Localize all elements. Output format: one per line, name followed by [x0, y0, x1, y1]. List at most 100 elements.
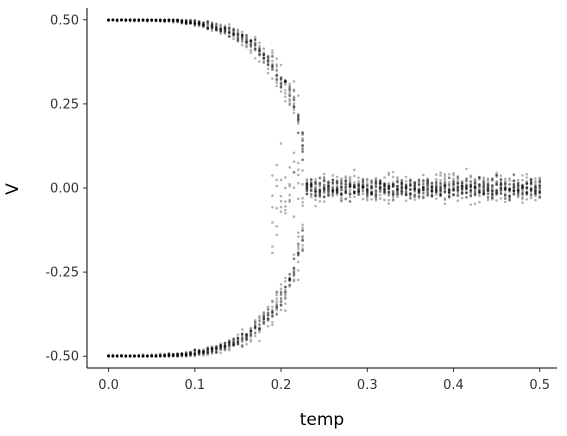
data-point	[357, 188, 360, 191]
data-point	[301, 183, 304, 186]
data-point	[258, 45, 261, 48]
data-point	[495, 193, 498, 196]
data-point	[245, 46, 248, 49]
data-point	[224, 342, 227, 345]
data-point	[444, 180, 447, 183]
data-point	[293, 151, 296, 154]
data-point	[185, 355, 188, 358]
data-point	[513, 186, 516, 189]
data-point	[469, 174, 472, 177]
data-point	[426, 194, 429, 197]
data-point	[280, 300, 283, 303]
data-point	[340, 185, 343, 188]
data-point	[517, 196, 520, 199]
data-point	[461, 185, 464, 188]
data-point	[250, 49, 253, 52]
data-point	[336, 176, 339, 179]
data-point	[396, 176, 399, 179]
data-point	[280, 200, 283, 203]
y-tick-label: -0.50	[45, 350, 79, 365]
data-point	[211, 350, 214, 353]
data-point	[284, 209, 287, 212]
data-point	[198, 23, 201, 26]
data-point	[129, 18, 132, 21]
data-point	[517, 185, 520, 188]
data-point	[280, 206, 283, 209]
data-point	[439, 179, 442, 182]
data-point	[297, 248, 300, 251]
data-point	[176, 354, 179, 357]
data-point	[405, 184, 408, 187]
data-point	[500, 189, 503, 192]
data-point	[452, 194, 455, 197]
data-point	[146, 355, 149, 358]
data-point	[323, 192, 326, 195]
data-point	[301, 244, 304, 247]
data-point	[435, 192, 438, 195]
data-point	[293, 80, 296, 83]
data-point	[198, 354, 201, 357]
data-point	[202, 24, 205, 27]
data-point	[301, 224, 304, 227]
data-point	[288, 166, 291, 169]
data-point	[448, 173, 451, 176]
data-point	[431, 185, 434, 188]
data-point	[444, 190, 447, 193]
data-point	[271, 174, 274, 177]
data-point	[245, 339, 248, 342]
data-point	[271, 324, 274, 327]
data-point	[297, 254, 300, 257]
data-point	[426, 179, 429, 182]
data-point	[301, 201, 304, 204]
data-point	[392, 184, 395, 187]
data-point	[241, 336, 244, 339]
data-point	[500, 183, 503, 186]
data-point	[237, 341, 240, 344]
data-point	[150, 355, 153, 358]
data-point	[495, 183, 498, 186]
data-point	[284, 289, 287, 292]
data-point	[297, 242, 300, 245]
data-point	[159, 354, 162, 357]
data-point	[112, 355, 115, 358]
data-point	[245, 343, 248, 346]
y-axis-title: V	[3, 183, 23, 195]
data-point	[288, 285, 291, 288]
data-point	[538, 189, 541, 192]
data-point	[254, 47, 257, 50]
data-point	[314, 194, 317, 197]
data-point	[383, 189, 386, 192]
data-point	[228, 341, 231, 344]
data-point	[526, 198, 529, 201]
data-point	[245, 34, 248, 37]
data-point	[228, 343, 231, 346]
data-point	[275, 290, 278, 293]
data-point	[400, 182, 403, 185]
data-point	[211, 347, 214, 350]
data-point	[219, 344, 222, 347]
data-point	[331, 174, 334, 177]
y-tick-label: 0.25	[50, 97, 79, 112]
data-point	[306, 184, 309, 187]
data-point	[258, 328, 261, 331]
data-point	[168, 354, 171, 357]
data-point	[288, 85, 291, 88]
data-point	[297, 251, 300, 254]
data-point	[146, 19, 149, 22]
data-point	[396, 188, 399, 191]
data-point	[530, 197, 533, 200]
data-point	[500, 178, 503, 181]
data-point	[267, 68, 270, 71]
data-point	[513, 189, 516, 192]
data-point	[168, 20, 171, 23]
data-point	[297, 269, 300, 272]
data-point	[526, 190, 529, 193]
data-point	[284, 309, 287, 312]
data-point	[206, 20, 209, 23]
data-point	[439, 188, 442, 191]
data-point	[297, 261, 300, 264]
data-point	[319, 177, 322, 180]
data-point	[487, 199, 490, 202]
data-point	[349, 176, 352, 179]
data-point	[206, 347, 209, 350]
